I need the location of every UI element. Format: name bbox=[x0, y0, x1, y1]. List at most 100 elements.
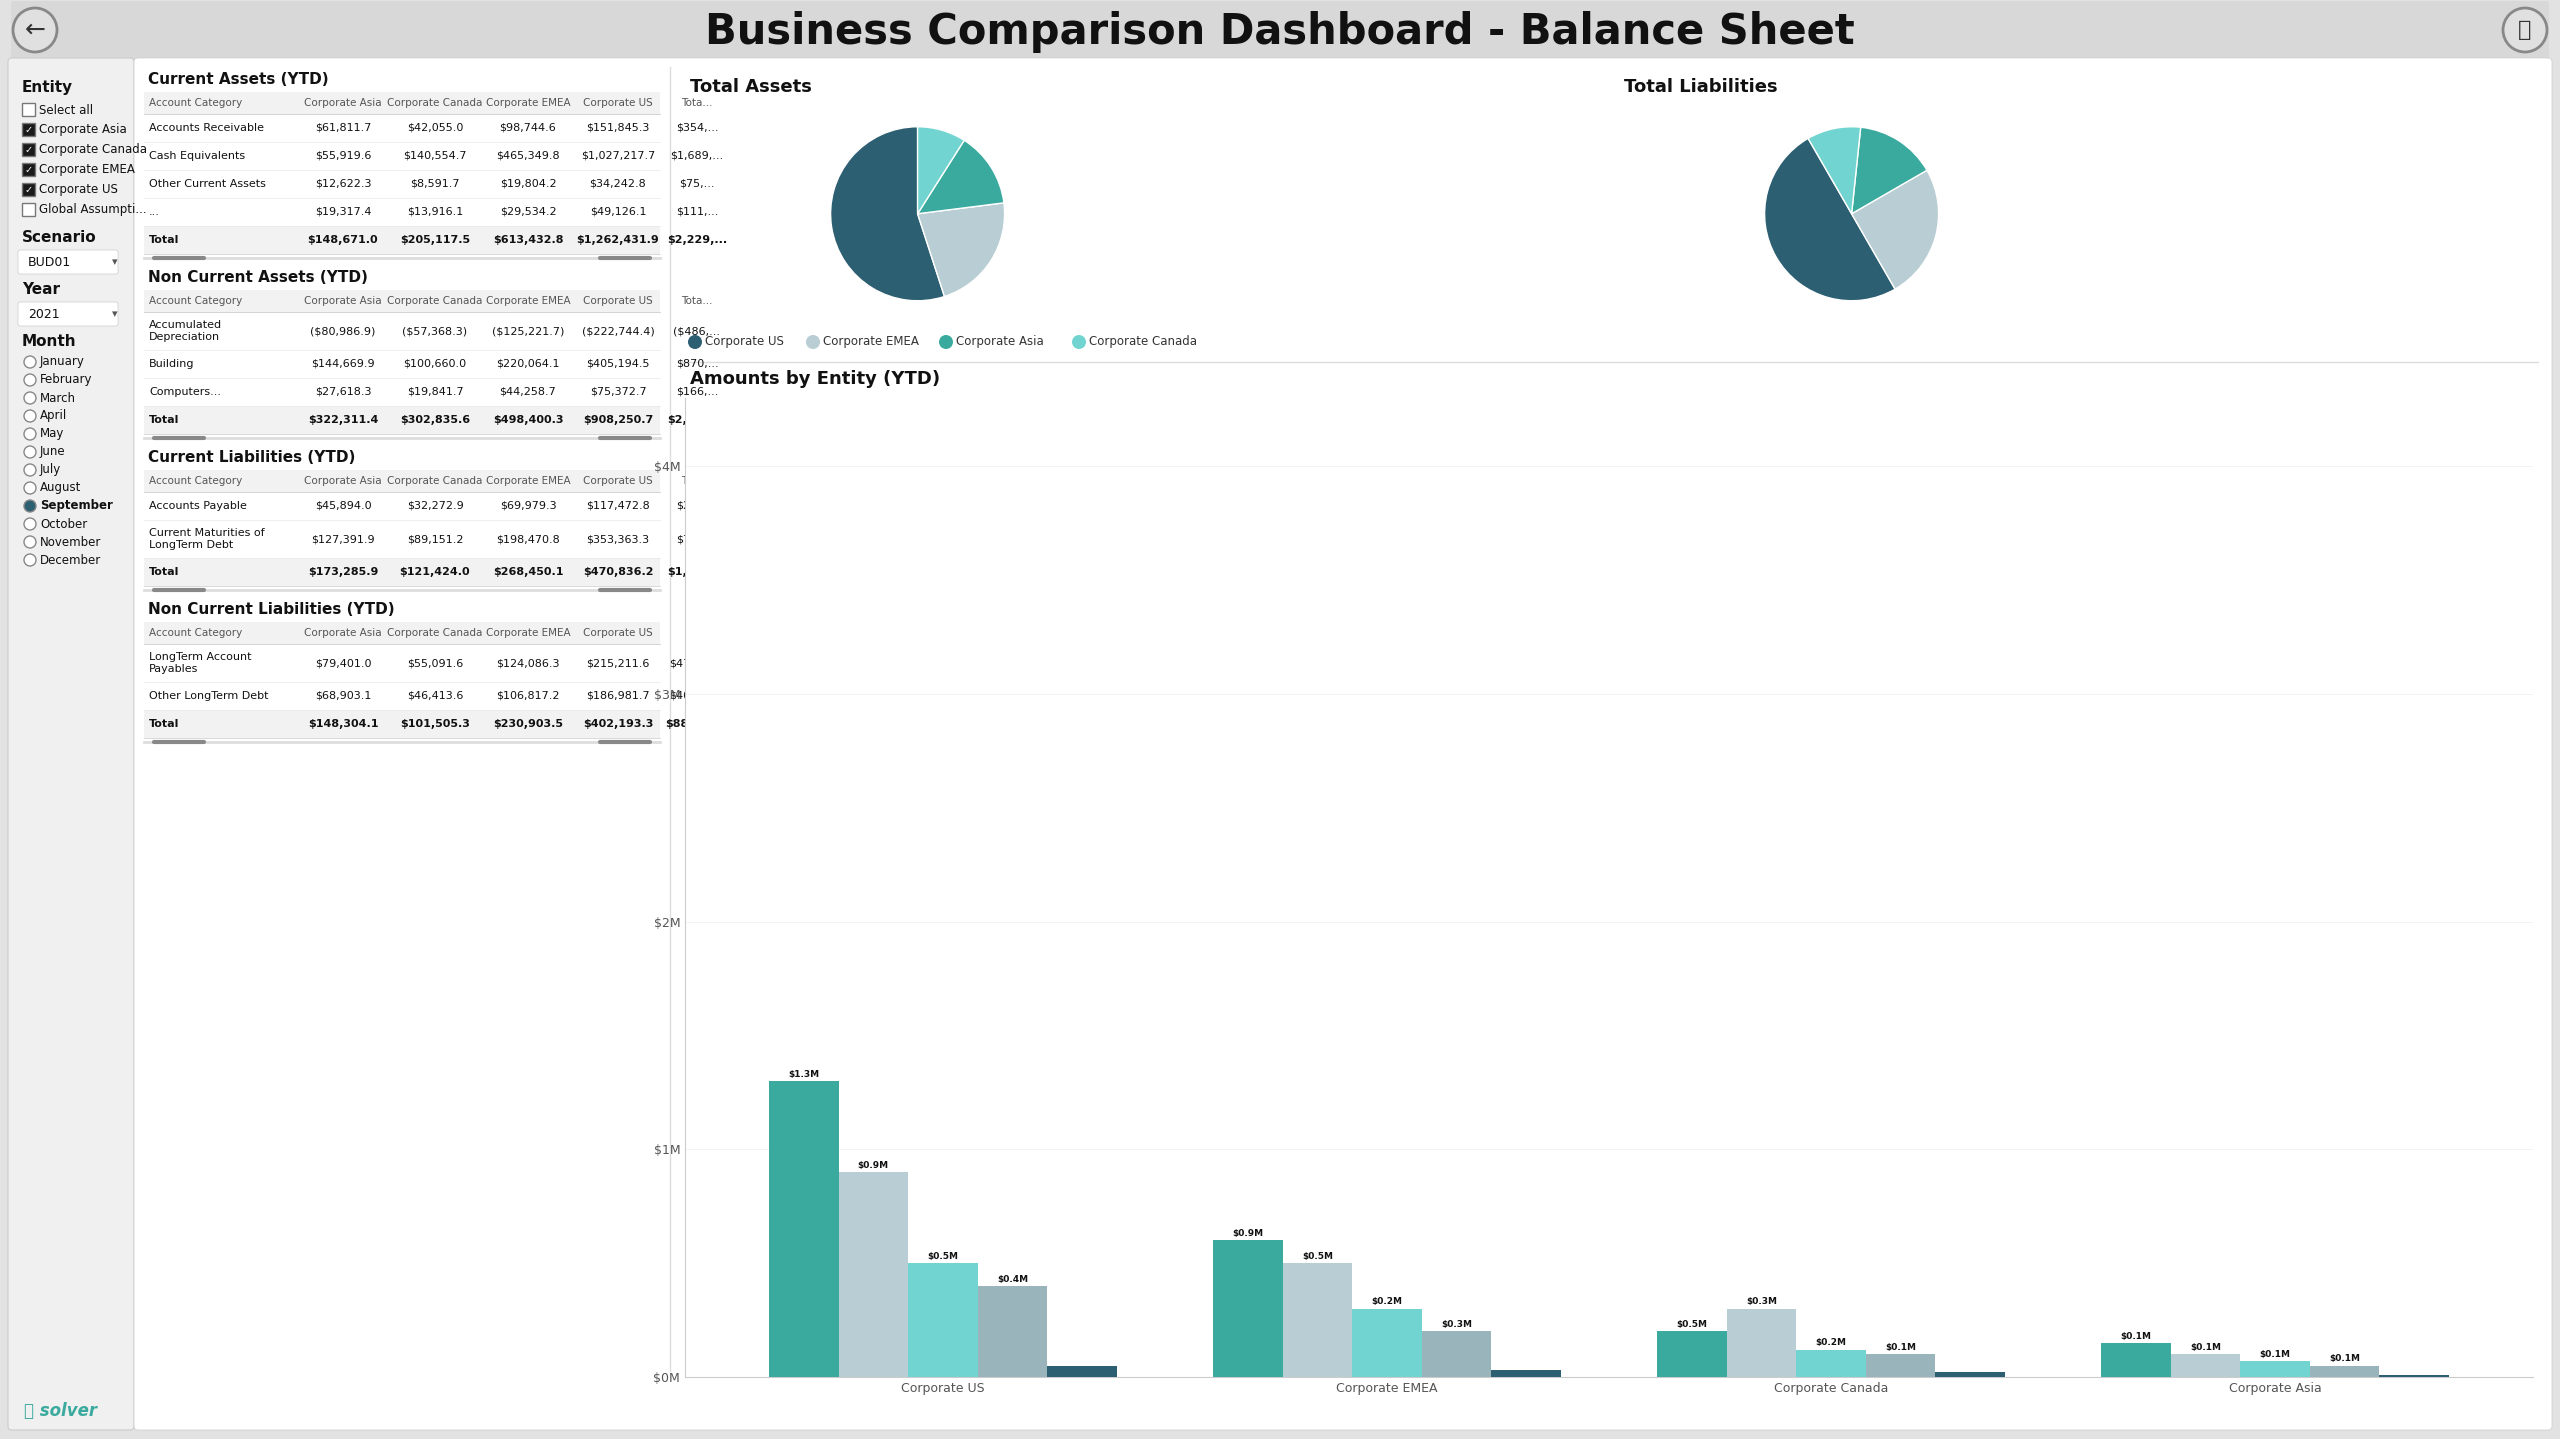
Text: Select all: Select all bbox=[38, 104, 92, 117]
Text: $45,894.0: $45,894.0 bbox=[315, 501, 371, 511]
Circle shape bbox=[940, 335, 952, 350]
Text: $0.1M: $0.1M bbox=[2260, 1350, 2291, 1358]
Text: Corporate EMEA: Corporate EMEA bbox=[822, 335, 919, 348]
Text: Tota...: Tota... bbox=[681, 296, 712, 307]
Text: $79,401.0: $79,401.0 bbox=[315, 658, 371, 668]
Text: ▾: ▾ bbox=[113, 309, 118, 319]
Text: Other LongTerm Debt: Other LongTerm Debt bbox=[148, 691, 269, 701]
Text: $0.2M: $0.2M bbox=[1815, 1338, 1846, 1347]
Text: $0.9M: $0.9M bbox=[858, 1161, 888, 1170]
Text: Corporate Canada: Corporate Canada bbox=[1088, 335, 1198, 348]
Bar bbox=[1866, 1354, 1935, 1377]
Text: $75,372.7: $75,372.7 bbox=[589, 387, 645, 397]
Wedge shape bbox=[916, 140, 1004, 214]
Text: Corporate US: Corporate US bbox=[584, 296, 653, 307]
Text: Scenario: Scenario bbox=[23, 230, 97, 245]
Circle shape bbox=[23, 446, 36, 458]
Bar bbox=[1656, 1331, 1725, 1377]
Text: December: December bbox=[41, 554, 102, 567]
Text: Month: Month bbox=[23, 334, 77, 350]
Text: $19,317.4: $19,317.4 bbox=[315, 207, 371, 217]
FancyBboxPatch shape bbox=[133, 58, 2552, 1430]
Text: $322,311.4: $322,311.4 bbox=[307, 414, 379, 425]
Bar bbox=[840, 1173, 909, 1377]
Bar bbox=[978, 1286, 1047, 1377]
Text: $106,817.2: $106,817.2 bbox=[497, 691, 561, 701]
Text: September: September bbox=[41, 499, 113, 512]
Text: ▾: ▾ bbox=[113, 258, 118, 268]
Wedge shape bbox=[916, 127, 965, 214]
Circle shape bbox=[23, 499, 36, 512]
Text: $117,472.8: $117,472.8 bbox=[586, 501, 650, 511]
Text: $27,618.3: $27,618.3 bbox=[315, 387, 371, 397]
Text: BUD01: BUD01 bbox=[28, 256, 72, 269]
Text: Account Category: Account Category bbox=[148, 296, 243, 307]
FancyBboxPatch shape bbox=[23, 142, 36, 155]
Text: $2,031,...: $2,031,... bbox=[668, 414, 727, 425]
Circle shape bbox=[23, 535, 36, 548]
Text: Corporate EMEA: Corporate EMEA bbox=[486, 98, 571, 108]
Text: $55,919.6: $55,919.6 bbox=[315, 151, 371, 161]
Text: 🐟 solver: 🐟 solver bbox=[23, 1402, 97, 1420]
Bar bbox=[2102, 1343, 2171, 1377]
Text: $1.3M: $1.3M bbox=[788, 1069, 819, 1079]
Text: $0.5M: $0.5M bbox=[1677, 1320, 1708, 1330]
Text: $12,622.3: $12,622.3 bbox=[315, 178, 371, 189]
Text: $0.5M: $0.5M bbox=[927, 1252, 957, 1261]
Text: $409,11...: $409,11... bbox=[668, 691, 724, 701]
Text: $75,...: $75,... bbox=[678, 178, 714, 189]
Text: March: March bbox=[41, 391, 77, 404]
Text: $402,193.3: $402,193.3 bbox=[584, 720, 653, 730]
Bar bbox=[1492, 1370, 1562, 1377]
FancyBboxPatch shape bbox=[8, 58, 133, 1430]
FancyBboxPatch shape bbox=[143, 406, 660, 435]
Text: $2,229,...: $2,229,... bbox=[668, 235, 727, 245]
Text: $186,981.7: $186,981.7 bbox=[586, 691, 650, 701]
Text: $111,...: $111,... bbox=[676, 207, 719, 217]
Text: Corporate EMEA: Corporate EMEA bbox=[486, 296, 571, 307]
Text: $140,554.7: $140,554.7 bbox=[404, 151, 466, 161]
Text: Accounts Payable: Accounts Payable bbox=[148, 501, 246, 511]
Text: $465,349.8: $465,349.8 bbox=[497, 151, 561, 161]
Text: Entity: Entity bbox=[23, 81, 74, 95]
Text: $265,...: $265,... bbox=[676, 501, 719, 511]
FancyBboxPatch shape bbox=[143, 558, 660, 586]
Text: Corporate Asia: Corporate Asia bbox=[305, 476, 381, 486]
Text: $69,979.3: $69,979.3 bbox=[499, 501, 556, 511]
Text: ←: ← bbox=[26, 19, 46, 42]
Text: ($57,368.3): ($57,368.3) bbox=[402, 327, 468, 335]
Wedge shape bbox=[1807, 127, 1861, 214]
FancyBboxPatch shape bbox=[23, 104, 36, 117]
Circle shape bbox=[689, 335, 701, 350]
Text: Tota...: Tota... bbox=[681, 476, 712, 486]
Text: Current Maturities of
LongTerm Debt: Current Maturities of LongTerm Debt bbox=[148, 528, 264, 550]
Text: Non Current Assets (YTD): Non Current Assets (YTD) bbox=[148, 271, 369, 285]
Text: $166,...: $166,... bbox=[676, 387, 719, 397]
Text: Corporate Canada: Corporate Canada bbox=[38, 144, 146, 157]
Text: Accounts Receivable: Accounts Receivable bbox=[148, 122, 264, 132]
Text: Account Category: Account Category bbox=[148, 98, 243, 108]
Text: Year: Year bbox=[23, 282, 59, 296]
FancyBboxPatch shape bbox=[10, 1, 2550, 60]
Text: $100,660.0: $100,660.0 bbox=[404, 358, 466, 368]
Bar bbox=[1047, 1366, 1116, 1377]
Text: $205,117.5: $205,117.5 bbox=[399, 235, 471, 245]
Text: $0.5M: $0.5M bbox=[1303, 1252, 1334, 1261]
Text: August: August bbox=[41, 482, 82, 495]
Text: $473,75...: $473,75... bbox=[668, 658, 724, 668]
Bar bbox=[2240, 1361, 2309, 1377]
Text: LongTerm Account
Payables: LongTerm Account Payables bbox=[148, 652, 251, 673]
Text: Corporate Asia: Corporate Asia bbox=[305, 627, 381, 637]
Text: Corporate US: Corporate US bbox=[704, 335, 783, 348]
Text: ⓘ: ⓘ bbox=[2519, 20, 2532, 40]
FancyBboxPatch shape bbox=[143, 291, 660, 312]
Text: January: January bbox=[41, 355, 84, 368]
Text: $0.4M: $0.4M bbox=[996, 1275, 1029, 1284]
Text: Building: Building bbox=[148, 358, 195, 368]
Text: $0.1M: $0.1M bbox=[2330, 1354, 2360, 1363]
FancyBboxPatch shape bbox=[143, 92, 660, 114]
Text: $8,591.7: $8,591.7 bbox=[410, 178, 461, 189]
Wedge shape bbox=[1764, 138, 1894, 301]
Text: $46,413.6: $46,413.6 bbox=[407, 691, 463, 701]
Bar bbox=[1725, 1308, 1797, 1377]
